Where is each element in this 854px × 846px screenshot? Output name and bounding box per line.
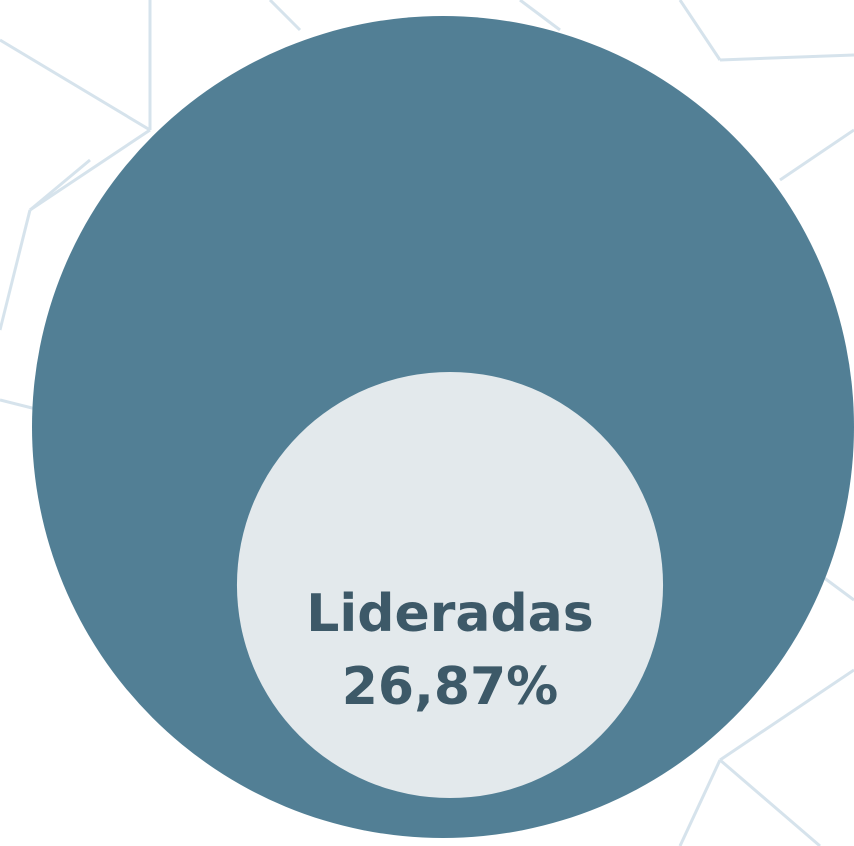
category-label: Lideradas (306, 584, 593, 644)
value-label: 26,87% (342, 657, 559, 717)
inner-circle (236, 371, 664, 799)
